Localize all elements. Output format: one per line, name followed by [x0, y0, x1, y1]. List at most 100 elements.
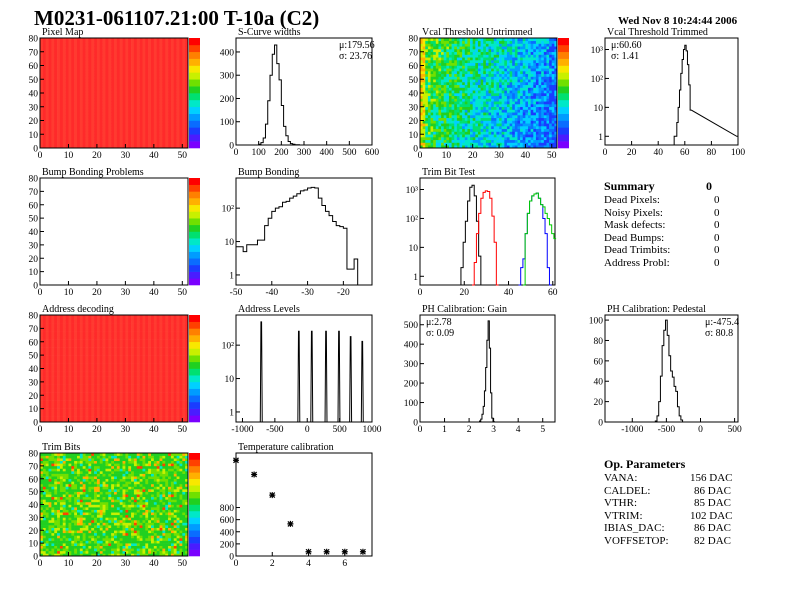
heatmap-cell — [82, 139, 86, 143]
heatmap-cell — [551, 123, 555, 127]
heatmap-cell — [82, 109, 86, 113]
heatmap-cell — [438, 84, 442, 88]
heatmap-cell — [48, 352, 52, 356]
heatmap-cell — [71, 315, 75, 318]
heatmap-cell — [493, 134, 497, 138]
heatmap-cell — [472, 51, 476, 55]
heatmap-cell — [549, 51, 553, 55]
heatmap-cell — [133, 82, 138, 86]
heatmap-cell — [420, 71, 423, 75]
heatmap-cell — [493, 62, 497, 66]
heatmap-cell — [438, 128, 442, 132]
heatmap-cell — [122, 145, 126, 149]
heatmap-cell — [142, 62, 146, 66]
heatmap-cell — [65, 317, 69, 321]
heatmap-cell — [79, 117, 83, 121]
chart-title: Bump Bonding — [238, 167, 299, 178]
heatmap-cell — [496, 145, 500, 149]
heatmap-cell — [94, 84, 98, 88]
heatmap-cell — [165, 123, 169, 127]
heatmap-cell — [430, 73, 434, 77]
heatmap-cell — [51, 131, 55, 135]
heatmap-cell — [74, 331, 78, 335]
heatmap-cell — [446, 137, 450, 141]
heatmap-cell — [65, 320, 69, 324]
heatmap-cell — [435, 131, 439, 135]
heatmap-cell — [528, 120, 531, 124]
heatmap-cell — [62, 352, 66, 356]
heatmap-cell — [114, 101, 118, 105]
heatmap-cell — [480, 95, 484, 99]
heatmap-cell — [517, 123, 521, 127]
heatmap-cell — [446, 68, 450, 72]
heatmap-cell — [68, 90, 72, 94]
heatmap-cell — [74, 38, 78, 42]
heatmap-cell — [68, 109, 72, 113]
heatmap-cell — [77, 101, 81, 105]
heatmap-cell — [467, 46, 471, 50]
heatmap-cell — [77, 117, 81, 121]
heatmap-cell — [99, 90, 103, 94]
heatmap-cell — [504, 51, 508, 55]
heatmap-cell — [42, 71, 46, 75]
heatmap-cell — [128, 142, 132, 146]
heatmap-cell — [448, 95, 452, 99]
heatmap-cell — [522, 46, 526, 50]
heatmap-cell — [57, 87, 61, 91]
heatmap-cell — [435, 51, 439, 55]
heatmap-cell — [464, 76, 468, 80]
heatmap-cell — [420, 57, 423, 61]
heatmap-cell — [65, 76, 69, 80]
heatmap-cell — [454, 117, 458, 121]
heatmap-cell — [517, 104, 521, 108]
heatmap-cell — [59, 331, 64, 335]
heatmap-cell — [438, 38, 442, 42]
heatmap-cell — [467, 93, 471, 97]
heatmap-cell — [42, 325, 46, 329]
heatmap-cell — [151, 123, 155, 127]
y-tick-label: 60 — [29, 62, 39, 72]
heatmap-cell — [477, 62, 481, 66]
heatmap-cell — [54, 101, 58, 105]
heatmap-cell — [506, 84, 510, 88]
heatmap-cell — [493, 106, 497, 110]
heatmap-cell — [42, 38, 46, 42]
heatmap-cell — [99, 46, 103, 50]
heatmap-cell — [491, 101, 495, 105]
heatmap-cell — [88, 65, 92, 69]
heatmap-cell — [454, 46, 458, 50]
heatmap-cell — [48, 339, 52, 343]
heatmap-cell — [541, 120, 545, 124]
heatmap-cell — [159, 76, 163, 80]
heatmap-cell — [79, 387, 83, 391]
heatmap-cell — [68, 123, 72, 127]
heatmap-cell — [168, 95, 172, 99]
heatmap-cell — [514, 139, 518, 143]
heatmap-cell — [45, 400, 49, 404]
heatmap-cell — [45, 381, 49, 385]
heatmap-cell — [68, 145, 72, 149]
heatmap-cell — [59, 49, 64, 53]
heatmap-cell — [525, 117, 529, 121]
heatmap-cell — [448, 145, 452, 149]
heatmap-cell — [491, 38, 495, 42]
heatmap-cell — [491, 54, 495, 58]
heatmap-cell — [491, 112, 495, 116]
heatmap-cell — [62, 49, 66, 53]
heatmap-cell — [74, 347, 78, 351]
heatmap-cell — [59, 339, 64, 343]
heatmap-cell — [535, 126, 539, 130]
heatmap-cell — [77, 65, 81, 69]
heatmap-cell — [541, 54, 545, 58]
heatmap-cell — [74, 405, 78, 409]
heatmap-cell — [480, 101, 484, 105]
heatmap-cell — [530, 128, 534, 132]
heatmap-cell — [65, 40, 69, 44]
heatmap-cell — [522, 40, 526, 44]
heatmap-cell — [131, 126, 135, 130]
heatmap-cell — [148, 101, 152, 105]
heatmap-cell — [543, 120, 547, 124]
heatmap-cell — [504, 137, 508, 141]
heatmap-cell — [162, 46, 166, 50]
heatmap-cell — [535, 87, 539, 91]
